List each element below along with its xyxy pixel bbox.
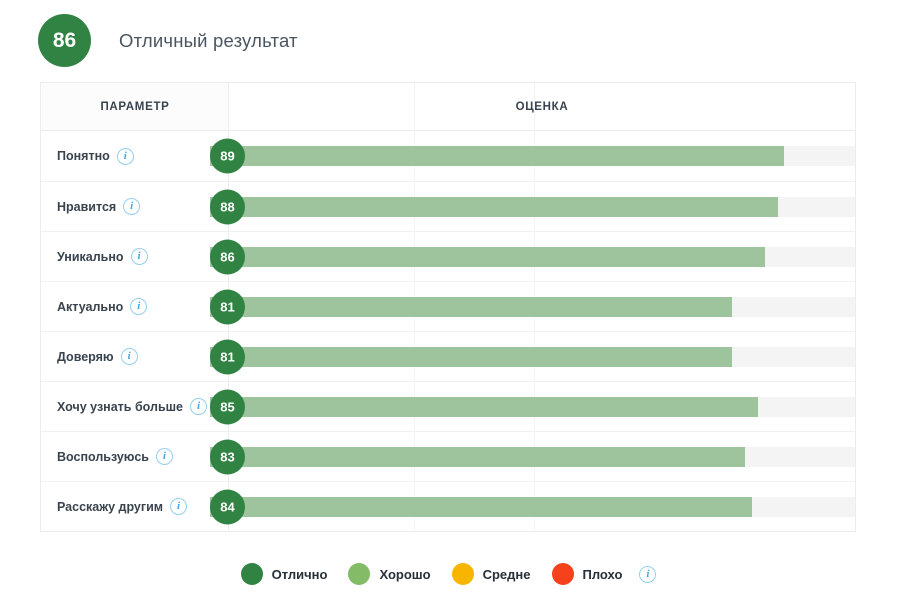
column-header-score: ОЦЕНКА <box>515 100 569 113</box>
parameter-label: Воспользуюсь <box>57 449 149 464</box>
score-cell: 86 <box>210 232 855 281</box>
parameter-cell: Уникально <box>41 232 229 281</box>
legend-item: Отлично <box>240 563 328 585</box>
score-cell: 85 <box>210 382 855 431</box>
info-icon[interactable] <box>123 198 141 215</box>
score-bar <box>210 396 759 417</box>
legend-label: Плохо <box>582 566 623 582</box>
bar-track <box>210 346 855 367</box>
legend-label: Средне <box>482 566 531 582</box>
score-bar <box>210 496 752 517</box>
table-body: Понятно 89 Нравится 88 <box>41 131 855 531</box>
score-badge: 88 <box>210 189 245 224</box>
score-badge: 81 <box>210 289 245 324</box>
parameter-label: Уникально <box>57 249 124 264</box>
report-header: 86 Отличный результат <box>38 14 298 67</box>
page-title: Отличный результат <box>119 29 298 51</box>
legend-item: Плохо <box>551 563 623 585</box>
parameter-label: Хочу узнать больше <box>57 399 184 414</box>
legend-info-icon[interactable] <box>639 565 657 583</box>
info-icon[interactable] <box>130 298 148 315</box>
info-icon[interactable] <box>155 448 173 465</box>
table-row: Хочу узнать больше 85 <box>41 381 855 431</box>
table-row: Доверяю 81 <box>41 331 855 381</box>
bar-track <box>210 446 855 467</box>
legend-item: Хорошо <box>348 563 431 585</box>
score-bar <box>210 346 733 367</box>
parameter-label: Доверяю <box>57 349 114 364</box>
parameter-cell: Понятно <box>41 131 229 181</box>
score-cell: 84 <box>210 482 855 531</box>
score-badge: 83 <box>210 439 245 474</box>
score-cell: 81 <box>210 282 855 331</box>
legend-label: Отлично <box>271 566 328 582</box>
score-cell: 88 <box>210 182 855 231</box>
results-table: ПАРАМЕТР ОЦЕНКА Понятно 89 Нравится <box>40 82 856 532</box>
table-row: Расскажу другим 84 <box>41 481 855 531</box>
score-badge: 84 <box>210 489 245 524</box>
info-icon[interactable] <box>116 147 134 165</box>
score-badge: 86 <box>210 239 245 274</box>
table-row: Уникально 86 <box>41 231 855 281</box>
legend-label: Хорошо <box>379 566 431 582</box>
legend-item: Средне <box>451 563 531 585</box>
table-header-row: ПАРАМЕТР ОЦЕНКА <box>41 83 855 131</box>
parameter-cell: Воспользуюсь <box>41 432 229 481</box>
legend-color-dot <box>348 563 371 585</box>
parameter-label: Нравится <box>57 199 117 214</box>
table-row: Актуально 81 <box>41 281 855 331</box>
score-bar <box>210 296 733 317</box>
legend: Отлично Хорошо Средне Плохо <box>0 558 897 590</box>
score-badge: 81 <box>210 339 245 374</box>
bar-track <box>210 196 855 217</box>
score-cell: 89 <box>210 131 855 181</box>
info-icon[interactable] <box>120 348 138 365</box>
parameter-cell: Нравится <box>41 182 229 231</box>
bar-track <box>210 496 855 517</box>
parameter-label: Расскажу другим <box>57 499 164 514</box>
score-bar <box>210 246 765 267</box>
score-bar <box>210 146 785 166</box>
parameter-cell: Расскажу другим <box>41 482 229 531</box>
score-cell: 81 <box>210 332 855 381</box>
score-bar <box>210 446 746 467</box>
column-header-parameter: ПАРАМЕТР <box>41 83 229 130</box>
parameter-label: Понятно <box>57 149 110 163</box>
bar-track <box>210 246 855 267</box>
legend-color-dot <box>240 563 263 585</box>
parameter-cell: Доверяю <box>41 332 229 381</box>
table-row: Понятно 89 <box>41 131 855 181</box>
parameter-label: Актуально <box>57 299 124 314</box>
score-badge: 89 <box>210 138 245 174</box>
overall-score-value: 86 <box>52 28 77 52</box>
bar-track <box>210 296 855 317</box>
info-icon[interactable] <box>130 248 148 265</box>
info-icon[interactable] <box>170 498 188 515</box>
table-row: Нравится 88 <box>41 181 855 231</box>
parameter-cell: Актуально <box>41 282 229 331</box>
bar-track <box>210 396 855 417</box>
table-row: Воспользуюсь 83 <box>41 431 855 481</box>
bar-track <box>210 146 855 166</box>
score-bar <box>210 196 778 217</box>
info-icon[interactable] <box>190 398 208 415</box>
legend-color-dot <box>551 563 574 585</box>
legend-color-dot <box>451 563 474 585</box>
score-cell: 83 <box>210 432 855 481</box>
score-badge: 85 <box>210 389 245 424</box>
parameter-cell: Хочу узнать больше <box>41 382 229 431</box>
overall-score-badge: 86 <box>38 14 91 67</box>
